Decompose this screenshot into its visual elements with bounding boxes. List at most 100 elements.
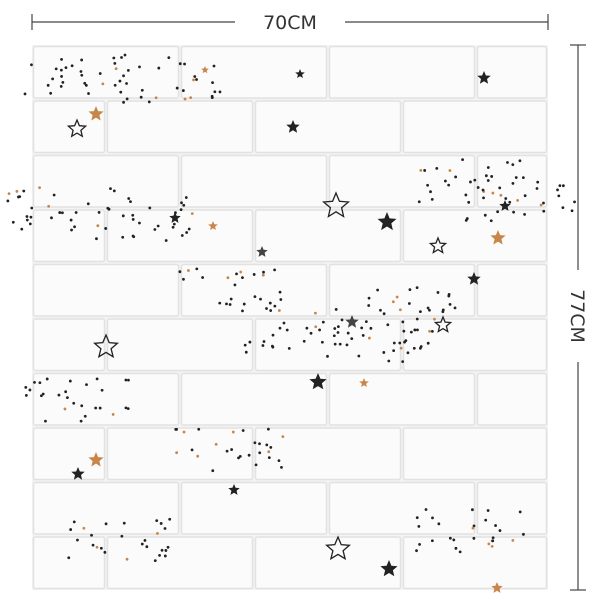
- dot: [122, 74, 125, 78]
- dot: [360, 326, 364, 330]
- dot: [192, 78, 195, 82]
- dot: [84, 83, 88, 87]
- dot: [516, 198, 520, 202]
- dot: [178, 62, 182, 66]
- dot: [164, 549, 168, 552]
- dot: [51, 77, 55, 81]
- dot: [444, 179, 447, 183]
- dot: [180, 201, 183, 205]
- dot: [49, 91, 53, 95]
- dot: [436, 291, 440, 294]
- dot: [406, 351, 410, 355]
- dot: [426, 306, 430, 310]
- dot: [267, 456, 271, 459]
- brick: [32, 209, 106, 263]
- dot: [387, 359, 391, 363]
- dot: [98, 72, 102, 75]
- dot: [211, 81, 214, 85]
- dot: [426, 341, 430, 345]
- dot: [252, 273, 256, 276]
- dot: [419, 168, 423, 172]
- star: [169, 212, 181, 223]
- dot: [121, 235, 125, 239]
- dot: [167, 56, 171, 60]
- dot: [72, 520, 76, 524]
- dot: [486, 166, 490, 169]
- dot: [158, 554, 161, 557]
- dot: [184, 196, 188, 199]
- brick: [402, 318, 548, 372]
- brick: [254, 427, 402, 481]
- dot: [197, 427, 201, 431]
- dot: [122, 100, 125, 104]
- dot: [395, 295, 399, 299]
- dot: [278, 326, 282, 330]
- dot: [126, 407, 130, 411]
- dot: [201, 276, 205, 279]
- dot: [417, 200, 421, 204]
- brick: [106, 209, 254, 263]
- dot: [320, 340, 324, 344]
- dot: [228, 303, 232, 306]
- dot: [163, 554, 167, 558]
- dot: [129, 200, 132, 204]
- brick: [476, 372, 548, 426]
- dot: [287, 346, 291, 350]
- dot: [458, 550, 462, 554]
- height-label: 77CM: [566, 289, 588, 343]
- dot: [106, 206, 110, 210]
- dot: [418, 543, 421, 546]
- star: [286, 120, 300, 133]
- dot: [20, 227, 24, 231]
- dot: [99, 546, 103, 550]
- dot: [179, 208, 183, 212]
- dot: [399, 346, 403, 350]
- brick: [32, 318, 106, 372]
- brick: [254, 209, 402, 263]
- dot: [498, 529, 502, 532]
- dot: [278, 290, 282, 294]
- dot: [187, 227, 191, 231]
- dot: [163, 527, 167, 530]
- dot: [225, 302, 228, 306]
- dot: [367, 336, 371, 340]
- dot: [24, 393, 28, 397]
- star: [256, 246, 268, 257]
- dot: [109, 187, 112, 191]
- star: [88, 106, 104, 121]
- dot: [127, 378, 130, 382]
- dot: [83, 414, 87, 418]
- dot: [558, 184, 562, 188]
- dot: [239, 270, 243, 274]
- dot: [448, 169, 452, 172]
- dot: [242, 302, 246, 306]
- dot: [218, 90, 222, 94]
- dot: [57, 393, 61, 397]
- dot: [30, 206, 34, 210]
- dot: [506, 161, 509, 164]
- dot: [508, 200, 512, 204]
- dot: [433, 317, 436, 321]
- dot: [258, 442, 261, 446]
- dot: [424, 508, 428, 511]
- dot: [262, 270, 265, 274]
- dot: [318, 328, 322, 332]
- dot: [244, 350, 248, 354]
- dot: [490, 544, 494, 548]
- dot: [124, 406, 128, 410]
- dot: [96, 224, 100, 228]
- brick: [32, 263, 180, 317]
- star: [309, 373, 327, 390]
- dot: [467, 200, 471, 204]
- dot: [361, 334, 365, 337]
- dot: [97, 211, 101, 214]
- dot: [69, 528, 73, 531]
- dot: [15, 189, 19, 193]
- dot: [430, 329, 434, 333]
- dot: [46, 83, 50, 87]
- dot: [333, 342, 337, 346]
- dot: [44, 419, 47, 423]
- dot: [542, 209, 546, 213]
- dot: [226, 276, 230, 280]
- dot: [229, 297, 233, 301]
